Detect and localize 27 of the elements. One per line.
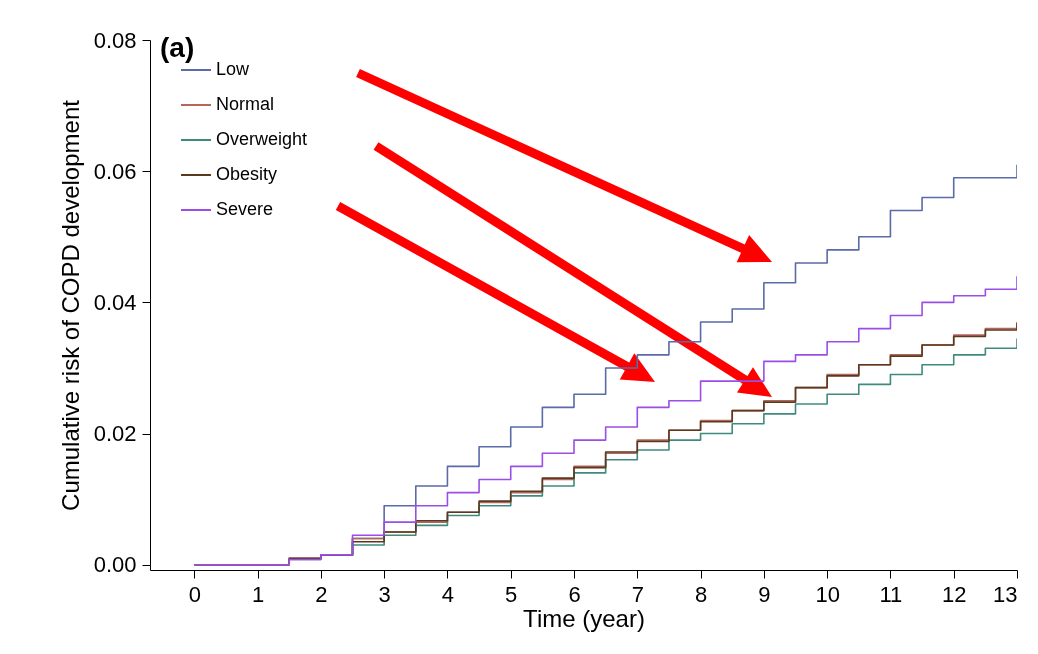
x-tick-label: 2 [315, 581, 328, 607]
y-tick-label: 0.02 [93, 421, 137, 447]
legend-label: Overweight [216, 129, 308, 149]
y-tick-label: 0.06 [93, 158, 137, 184]
x-tick-label: 8 [694, 581, 708, 607]
legend-label: Low [216, 59, 251, 79]
y-axis-title: Cumulative risk of COPD development [56, 99, 84, 511]
x-tick-label: 9 [758, 581, 771, 607]
x-tick-label: 12 [941, 581, 967, 607]
x-tick-label: 3 [378, 581, 391, 607]
x-tick-label: 7 [631, 581, 644, 607]
x-tick-label: 10 [815, 581, 840, 607]
x-tick-label: 6 [568, 581, 581, 607]
y-tick-label: 0.00 [93, 552, 137, 578]
x-tick-label: 11 [879, 581, 903, 607]
chart-title: (a) [160, 32, 195, 63]
x-tick-label: 1 [251, 581, 265, 607]
x-tick-label: 13 [993, 581, 1018, 607]
y-tick-label: 0.08 [93, 27, 137, 53]
y-tick-label: 0.04 [93, 289, 137, 315]
legend-label: Normal [216, 94, 275, 114]
x-tick-label: 0 [188, 581, 201, 607]
legend-label: Severe [216, 199, 274, 219]
x-axis-title: Time (year) [523, 604, 645, 632]
x-tick-label: 4 [441, 581, 455, 607]
legend-label: Obesity [216, 164, 278, 184]
x-tick-label: 5 [505, 581, 518, 607]
